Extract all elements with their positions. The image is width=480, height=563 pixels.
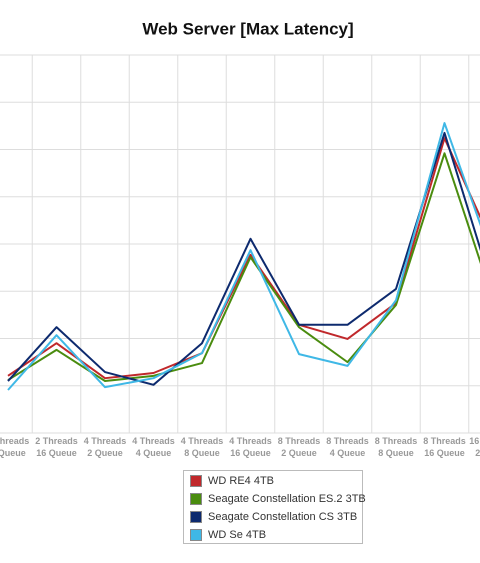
legend-label: Seagate Constellation CS 3TB — [208, 511, 358, 523]
legend-label: WD Se 4TB — [208, 529, 267, 541]
legend-swatch — [190, 511, 202, 523]
series-line — [7, 137, 480, 380]
legend-swatch — [190, 493, 202, 505]
legend: WD RE4 4TB Seagate Constellation ES.2 3TB… — [183, 470, 366, 544]
x-tick-label: 4 Threads 8 Queue — [180, 436, 224, 458]
x-tick-label: 8 Threads 4 Queue — [326, 436, 369, 458]
legend-item: Seagate Constellation ES.2 3TB — [190, 493, 366, 505]
x-tick-label: 4 Threads 4 Queue — [132, 436, 175, 458]
series-line — [7, 131, 480, 386]
legend-label: Seagate Constellation ES.2 3TB — [208, 493, 366, 505]
x-tick-label: 2 Threads 16 Queue — [35, 436, 78, 458]
series-line — [7, 122, 480, 391]
x-tick-label: 16 Threads 2 Queue — [469, 436, 480, 458]
chart-title: Web Server [Max Latency] — [142, 19, 353, 38]
legend-item: WD RE4 4TB — [190, 475, 274, 487]
x-tick-label: 8 Threads 16 Queue — [423, 436, 466, 458]
x-tick-label: 8 Threads 2 Queue — [277, 436, 321, 458]
legend-swatch — [190, 529, 202, 541]
x-tick-label: 4 Threads 16 Queue — [229, 436, 272, 458]
legend-item: Seagate Constellation CS 3TB — [190, 511, 357, 523]
legend-label: WD RE4 4TB — [208, 475, 275, 487]
x-tick-label: 8 Threads 8 Queue — [374, 436, 418, 458]
x-tick-label: 2 Threads 8 Queue — [0, 436, 30, 458]
x-tick-label: 4 Threads 2 Queue — [83, 436, 127, 458]
legend-swatch — [190, 475, 202, 487]
legend-item: WD Se 4TB — [190, 529, 266, 541]
